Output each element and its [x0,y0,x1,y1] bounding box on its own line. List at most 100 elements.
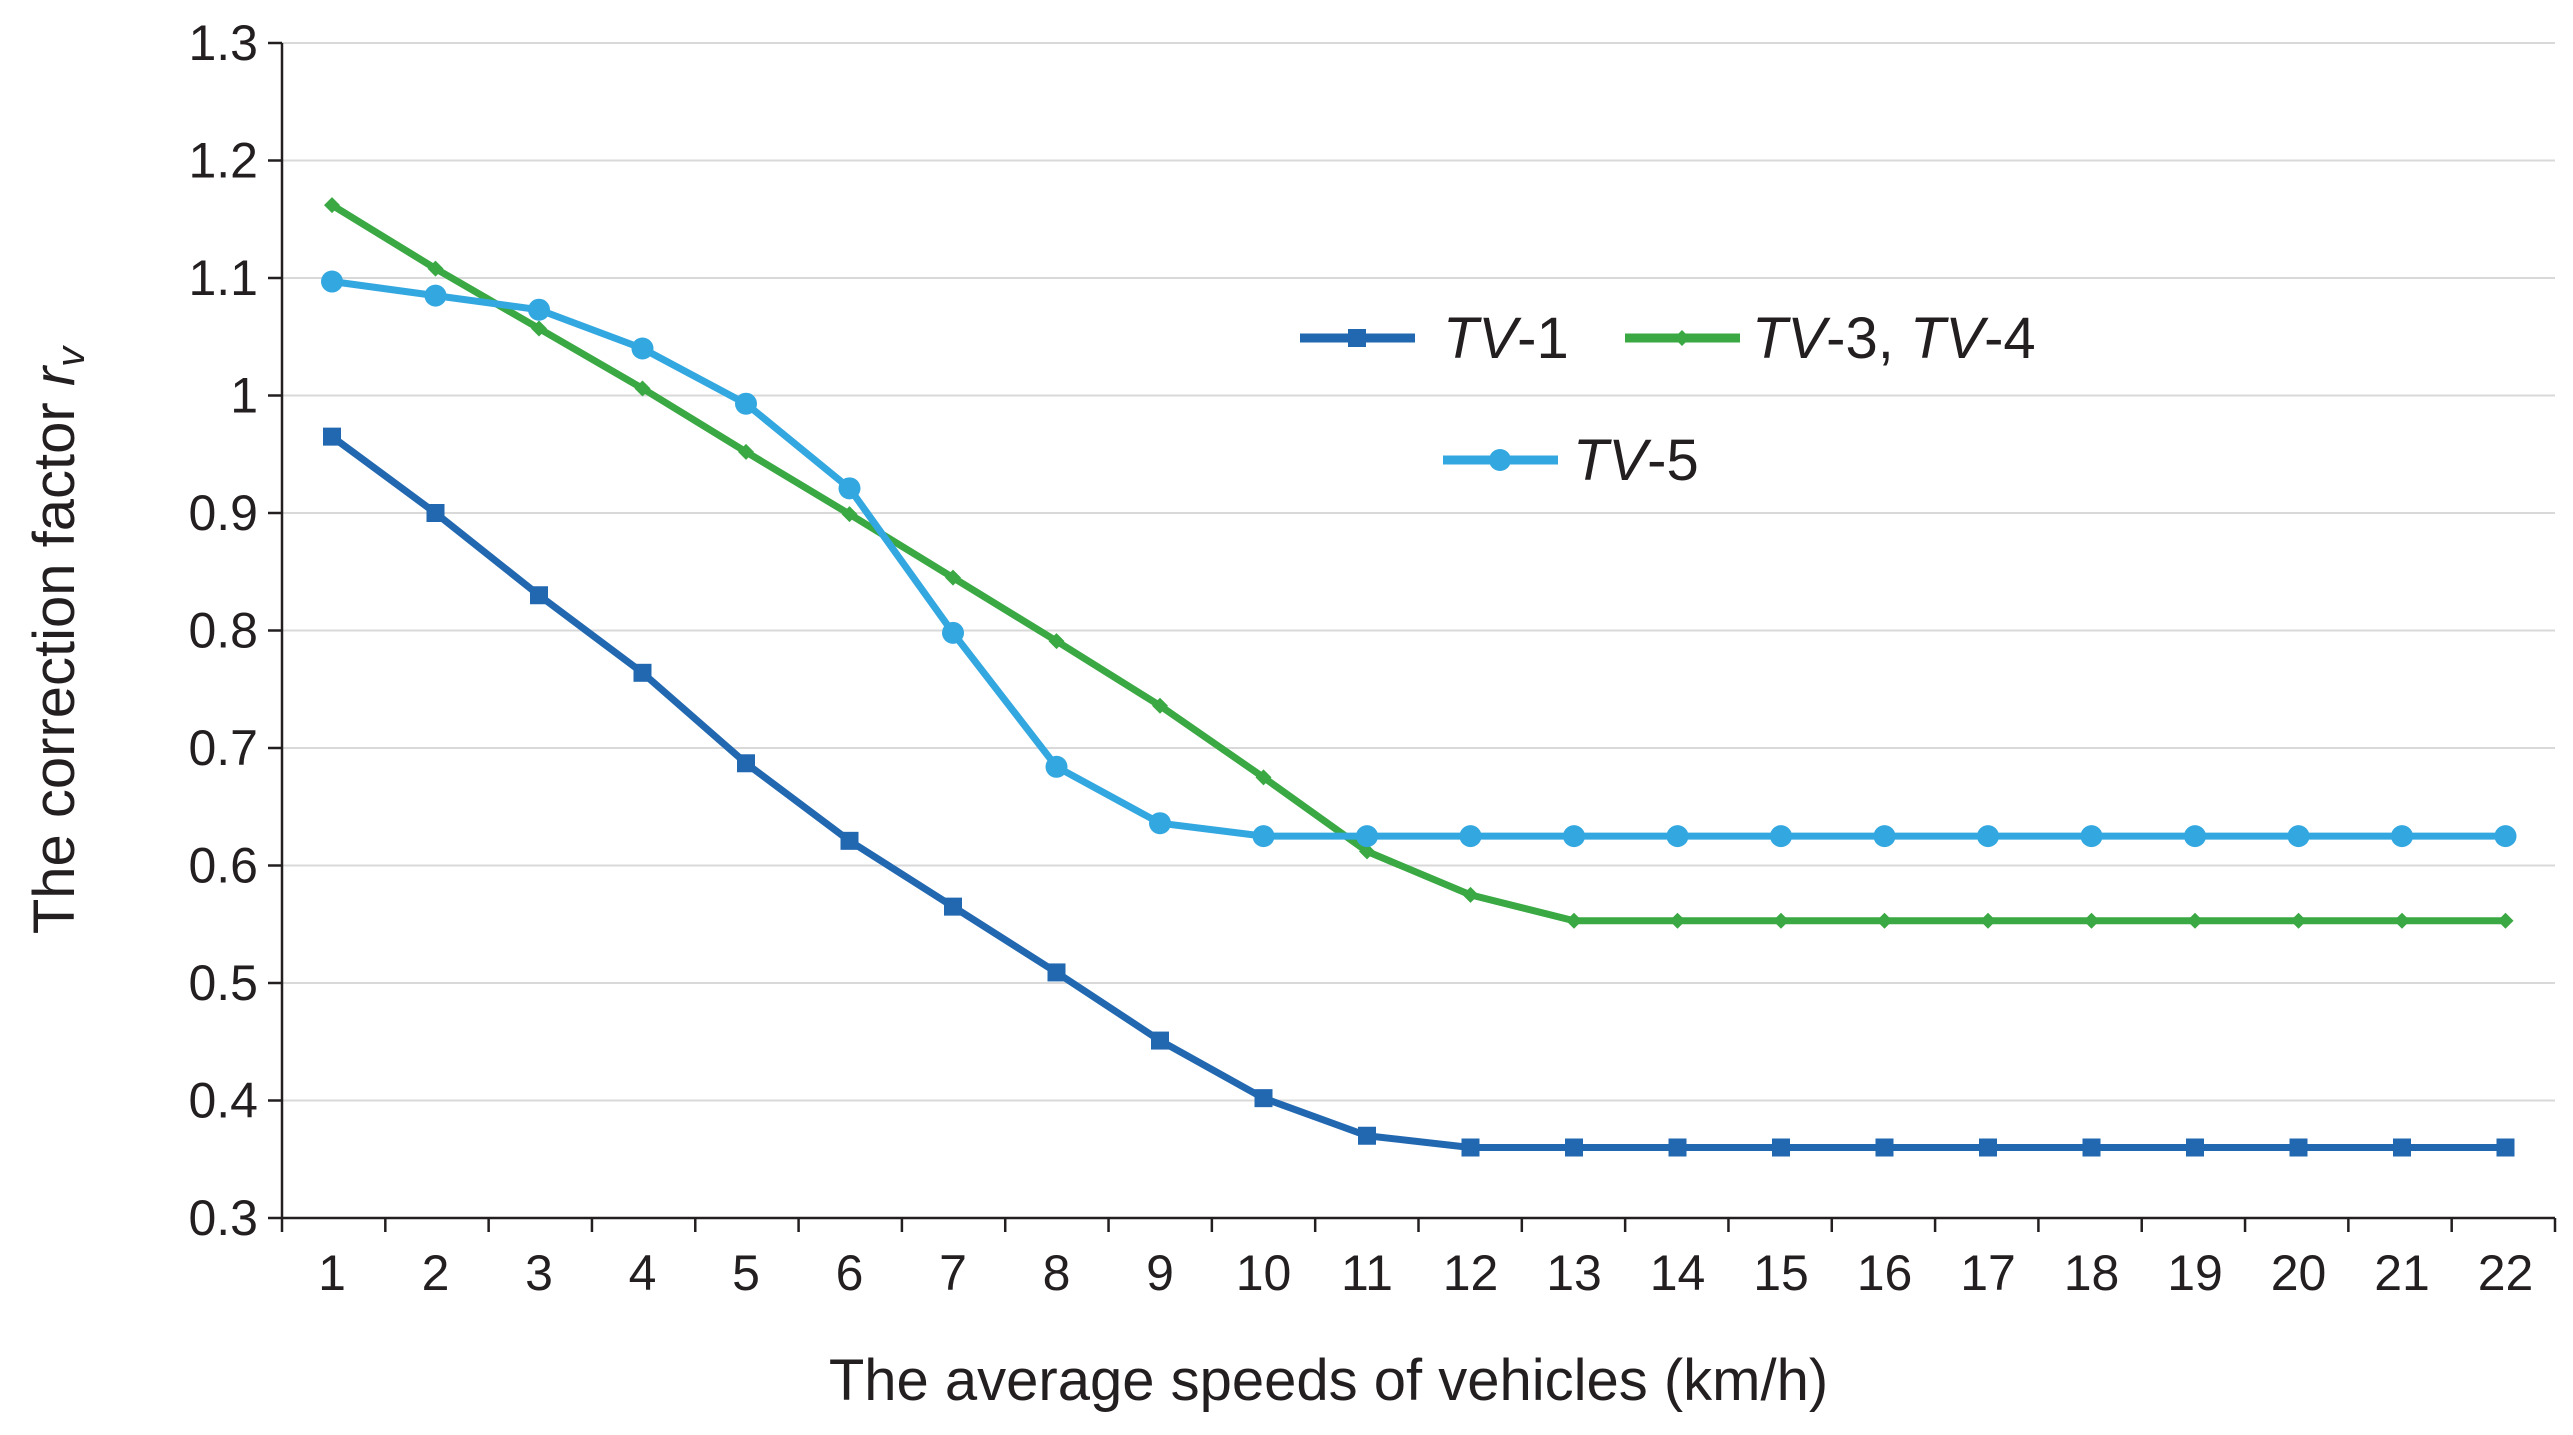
data-point [323,427,341,446]
legend: TV-1 TV-3, TV-4TV-5 [1300,306,2036,493]
data-point [321,270,343,293]
data-point [1772,1138,1790,1157]
x-tick-label: 4 [629,1245,657,1301]
data-point [942,621,964,644]
data-point [1356,825,1378,848]
x-tick-label: 5 [732,1245,760,1301]
data-point [1979,1138,1997,1157]
legend-label-part: TV [1752,306,1831,371]
data-point [427,260,444,277]
legend-swatch-marker [1674,330,1690,346]
x-tick-label: 21 [2374,1245,2430,1301]
data-point [2290,912,2307,929]
y-tick-label: 0.4 [188,1073,258,1129]
data-point [1565,1138,1583,1157]
axis-titles: The average speeds of vehicles (km/h) Th… [22,345,1828,1413]
x-tick-label: 9 [1146,1245,1174,1301]
data-point [1151,1031,1169,1050]
legend-label-part: -4 [1984,306,2036,371]
data-point [737,754,755,773]
legend-swatch-marker [1489,449,1511,471]
y-tick-label: 1 [230,368,258,424]
legend-label-part: TV [1443,306,1522,371]
x-axis-title: The average speeds of vehicles (km/h) [829,1348,1828,1413]
x-tick-label: 6 [836,1245,864,1301]
data-point [2494,825,2517,848]
x-tick-label: 11 [1341,1245,1393,1301]
data-point [944,897,962,916]
data-point [1047,963,1066,982]
data-point [633,663,652,682]
data-point [838,477,861,500]
y-axis-title-subscript: v [49,345,93,367]
data-point [424,284,447,307]
data-point [735,392,757,415]
data-point [2393,1138,2411,1157]
data-point [2083,912,2100,929]
x-tick-label: 10 [1236,1245,1292,1301]
series-line [328,433,2509,1151]
data-point [1873,825,1896,848]
x-tick-label: 19 [2167,1245,2223,1301]
axes: 0.30.40.50.60.70.80.911.11.21.31 2 3 4 5 6 7 8 9… [188,15,2557,1301]
y-tick-label: 1.2 [188,133,258,189]
gridlines [282,42,2555,1102]
x-tick-label: 8 [1043,1245,1071,1301]
y-tick-label: 0.8 [188,603,258,659]
data-point [2186,1138,2204,1157]
legend-label-part: -1 [1517,306,1569,371]
y-tick-label: 0.6 [188,838,258,894]
data-point [1252,825,1275,848]
data-point [1149,812,1171,835]
x-tick-label: 22 [2478,1245,2534,1301]
data-point [1770,825,1792,848]
data-point [426,504,445,522]
data-point [1563,825,1585,848]
legend-label-part: -5 [1647,428,1699,493]
data-point [1666,825,1689,848]
data-point [2184,825,2206,848]
data-point [528,298,550,321]
series-2 [321,270,2517,848]
series-line [328,278,2509,840]
legend-swatch-marker [1348,329,1366,347]
x-tick-label: 3 [525,1245,553,1301]
series-lines [321,197,2517,1157]
legend-item-2: TV-5 [1443,428,1699,493]
y-tick-label: 0.3 [188,1190,258,1246]
series-0 [323,427,2515,1157]
data-point [1359,843,1375,860]
data-point [1668,1138,1687,1157]
x-tick-label: 13 [1546,1245,1602,1301]
y-tick-label: 1.1 [188,250,258,306]
legend-label-part: -3, [1826,306,1910,371]
data-point [1255,769,1272,786]
y-axis-title: The correction factor rv [22,345,93,934]
data-point [1669,912,1686,929]
x-tick-label: 2 [422,1245,450,1301]
data-point [1773,912,1789,929]
data-point [945,569,961,586]
x-tick-label: 7 [939,1245,967,1301]
x-tick-label: 15 [1753,1245,1809,1301]
data-point [2082,1138,2101,1157]
data-point [1980,912,1996,929]
data-point [634,380,651,397]
legend-label-part: TV [1573,428,1652,493]
data-point [2496,1138,2515,1157]
series-1 [324,197,2514,929]
data-point [1876,912,1893,929]
legend-label: TV-1 [1443,306,1569,371]
data-point [531,320,547,337]
series-line [328,201,2509,925]
x-tick-label: 16 [1857,1245,1913,1301]
data-point [1462,886,1479,903]
x-tick-label: 12 [1443,1245,1499,1301]
data-point [2391,825,2413,848]
x-tick-label: 20 [2271,1245,2327,1301]
y-axis-title-symbol: r [22,364,87,386]
data-point [1461,1138,1480,1157]
data-point [324,197,340,214]
data-point [840,831,859,850]
x-tick-label: 14 [1650,1245,1706,1301]
